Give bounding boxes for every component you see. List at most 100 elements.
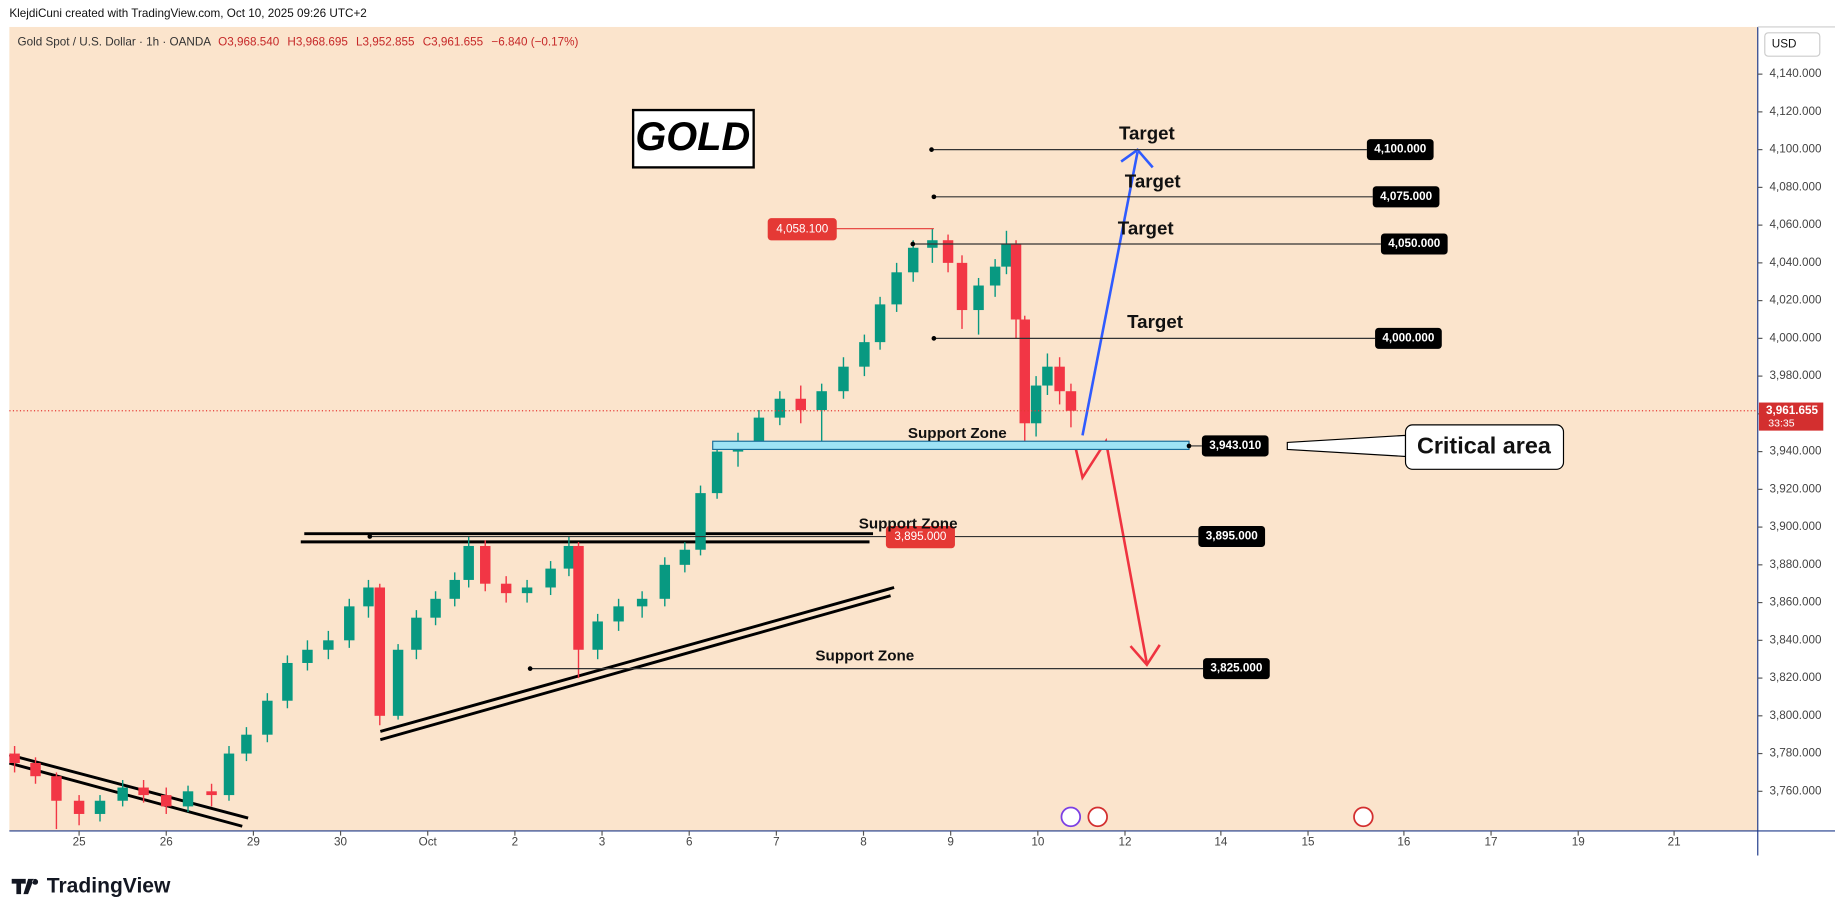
level-anchor: [931, 194, 937, 200]
annotation: Target: [1127, 311, 1183, 332]
arrows: [1073, 148, 1161, 667]
red-arrow-head: [1129, 644, 1161, 667]
candle-body: [411, 617, 422, 650]
level-anchor: [367, 534, 373, 539]
y-tick-label: 3,860.000: [1769, 596, 1821, 609]
candle-body: [563, 545, 575, 569]
level-label: 4,000.000: [1382, 331, 1434, 344]
candle-body: [838, 366, 849, 392]
candle-body: [795, 398, 806, 411]
last-price-label: 3,961.655: [1766, 404, 1818, 417]
candle-body: [323, 640, 334, 650]
candle-body: [73, 800, 85, 814]
candle-body: [117, 787, 128, 801]
candle-body: [989, 266, 1001, 286]
chart-title: GOLD: [635, 115, 750, 159]
event-icon: [1353, 806, 1374, 828]
title-box: [631, 108, 755, 169]
x-tick-label: 29: [247, 836, 260, 849]
candle-body: [613, 606, 624, 622]
logo-mark: [11, 878, 39, 895]
candle-body: [711, 451, 723, 494]
candle-body: [182, 791, 194, 807]
candle-body: [463, 545, 474, 580]
level-tag: [1203, 658, 1270, 680]
ohlc-value: L3,952.855: [356, 35, 415, 48]
level-anchor: [527, 666, 533, 671]
y-tick-label: 4,140.000: [1769, 67, 1821, 80]
candle-body: [9, 753, 20, 763]
candle-body: [942, 240, 954, 263]
candle-body: [241, 734, 252, 754]
y-tick-label: 3,980.000: [1769, 369, 1821, 382]
y-tick-label: 3,760.000: [1769, 784, 1821, 797]
candle-body: [94, 800, 106, 814]
x-tick-label: Oct: [419, 836, 438, 849]
candle-body: [907, 247, 919, 273]
y-tick-label: 4,020.000: [1769, 294, 1821, 307]
candle-body: [1001, 243, 1012, 267]
y-tick-label: 3,900.000: [1769, 520, 1821, 533]
y-tick-label: 3,880.000: [1769, 558, 1821, 571]
candle-body: [302, 649, 313, 663]
support-zone: [712, 440, 1190, 451]
annotation: Support Zone: [908, 425, 1007, 442]
candle-body: [592, 621, 603, 650]
candle-body: [695, 493, 706, 550]
y-tick-label: 3,800.000: [1769, 709, 1821, 722]
level-label: 4,075.000: [1380, 190, 1432, 203]
candle-body: [753, 417, 765, 443]
candle-body: [816, 391, 827, 411]
candle-body: [30, 762, 41, 777]
y-tick-label: 4,000.000: [1769, 331, 1821, 344]
candle-body: [891, 272, 902, 305]
x-tick-label: 26: [160, 836, 173, 849]
candle-body: [500, 583, 512, 594]
header: KlejdiCuni created with TradingView.com,…: [9, 7, 366, 20]
candle-body: [51, 776, 62, 801]
x-tick-label: 8: [860, 836, 867, 849]
level-tag: [1375, 327, 1442, 349]
brand-logo: TradingView: [11, 875, 171, 898]
candle-body: [636, 598, 648, 607]
y-tick-label: 4,060.000: [1769, 218, 1821, 231]
candle-body: [161, 795, 172, 807]
x-tick-label: 19: [1572, 836, 1585, 849]
currency: USD: [1772, 38, 1797, 51]
currency-box: [1764, 32, 1821, 57]
candle-body: [874, 304, 886, 343]
y-tick-label: 4,120.000: [1769, 105, 1821, 118]
candle-body: [573, 545, 584, 650]
candle-body: [1030, 385, 1042, 424]
level-anchor: [1186, 443, 1192, 449]
x-tick-label: 16: [1397, 836, 1410, 849]
x-tick-label: 12: [1118, 836, 1131, 849]
level-label: 4,050.000: [1388, 237, 1440, 250]
annotation: Support Zone: [859, 515, 958, 532]
y-tick-label: 4,100.000: [1769, 143, 1821, 156]
level-anchor: [931, 336, 937, 341]
event-icon: [1087, 806, 1108, 828]
brand: TradingView: [47, 875, 171, 898]
candle-body: [956, 262, 968, 311]
trend-line: [379, 586, 895, 733]
candle-body: [1010, 243, 1022, 320]
level-tag: [1372, 186, 1440, 208]
level-tag: [1366, 139, 1434, 161]
red-tag-label: 4,058.100: [776, 222, 828, 235]
annotation: Target: [1125, 171, 1181, 192]
candle-body: [859, 342, 870, 367]
x-tick-label: 15: [1302, 836, 1316, 849]
level-label: 3,943.010: [1209, 439, 1261, 452]
y-tick-label: 3,820.000: [1769, 671, 1821, 684]
candle-body: [774, 398, 786, 418]
candle-body: [545, 568, 556, 588]
level-tag: [1380, 233, 1448, 255]
red-arrow: [1073, 437, 1149, 664]
red-tag: [885, 525, 955, 549]
y-tick-label: 3,940.000: [1769, 445, 1821, 458]
ohlc-value: H3,968.695: [287, 35, 348, 48]
candle-body: [223, 753, 235, 796]
candle-body: [973, 285, 984, 311]
